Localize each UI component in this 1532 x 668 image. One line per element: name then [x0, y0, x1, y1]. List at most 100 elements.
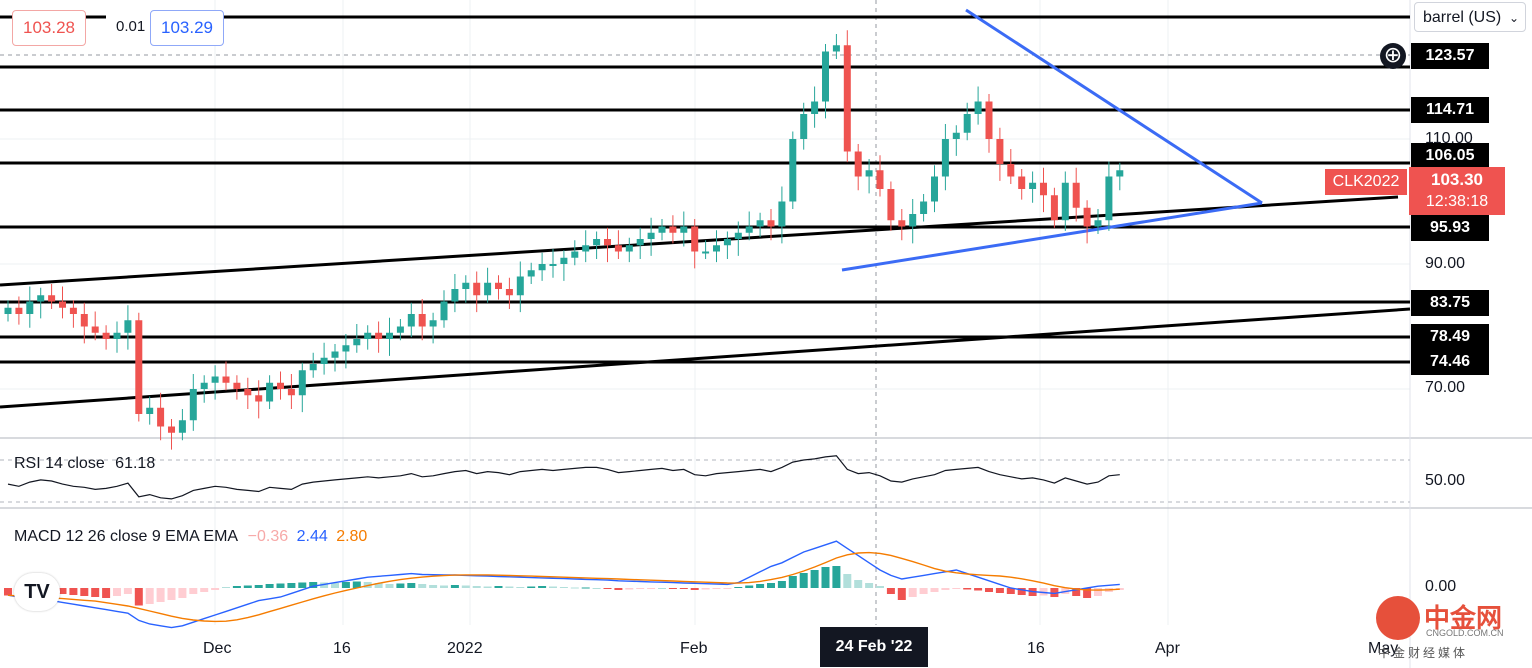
- axis-tick-70: 70.00: [1425, 379, 1466, 396]
- candle-body-14: [157, 407, 165, 427]
- candle-body-35: [386, 332, 393, 339]
- macd-hist-bar-55: [603, 588, 612, 589]
- chart-grid: [0, 0, 1410, 625]
- candle-body-30: [331, 351, 339, 358]
- candle-body-38: [418, 314, 426, 327]
- candle-body-85: [931, 176, 938, 202]
- lower-trendline: [0, 307, 1411, 409]
- candle-body-40: [440, 301, 448, 321]
- macd-hist-bar-7: [80, 588, 89, 596]
- rsi-line: [7, 455, 1120, 500]
- macd-hist-bar-12: [134, 588, 143, 606]
- macd-hist-bar-6: [69, 588, 78, 595]
- macd-line: [7, 540, 1120, 629]
- chevron-down-icon: ⌄: [1508, 11, 1519, 25]
- macd-hist-bar-68: [745, 585, 754, 588]
- candle-body-49: [538, 264, 546, 271]
- macd-hist-bar-23: [254, 585, 263, 588]
- macd-hist-bar-80: [876, 586, 884, 588]
- macd-hist-bar-19: [211, 588, 220, 590]
- date-dec-16: 16: [333, 640, 351, 657]
- candle-body-6: [69, 307, 77, 314]
- candle-body-29: [320, 357, 328, 364]
- candle-body-94: [1029, 182, 1037, 189]
- candle-body-91: [996, 139, 1004, 164]
- macd-hist-bar-90: [985, 588, 993, 592]
- candle-body-56: [614, 245, 622, 252]
- candle-body-48: [527, 270, 535, 277]
- level-label-95: 95.93: [1411, 215, 1489, 241]
- macd-hist-bar-96: [1050, 588, 1059, 597]
- macd-hist-bar-45: [494, 586, 503, 588]
- rsi-legend[interactable]: RSI 14 close 61.18: [14, 455, 155, 473]
- candle-body-37: [407, 314, 415, 327]
- macd-hist-bar-54: [592, 588, 601, 589]
- macd-hist-bar-44: [483, 586, 492, 588]
- candle-body-8: [91, 326, 99, 333]
- macd-hist-bar-21: [232, 586, 241, 588]
- candle-body-65: [713, 245, 720, 252]
- candle-body-50: [549, 264, 557, 266]
- bid-price[interactable]: 103.28: [12, 10, 86, 46]
- unit-dropdown[interactable]: barrel (US) ⌄: [1414, 2, 1526, 32]
- macd-hist-bar-84: [919, 588, 928, 594]
- macd-signal-line: [7, 551, 1120, 623]
- candle-body-82: [898, 220, 906, 227]
- watermark-subtitle: 中金财经媒体: [1378, 646, 1469, 660]
- macd-hist-bar-14: [156, 588, 165, 602]
- macd-hist-bar-8: [91, 588, 100, 597]
- macd-hist-bar-17: [189, 588, 198, 594]
- ask-price[interactable]: 103.29: [150, 10, 224, 46]
- date-mar-16: 16: [1027, 640, 1045, 657]
- macd-hist-bar-85: [930, 588, 939, 592]
- level-label-123: 123.57: [1411, 43, 1489, 69]
- candle-body-43: [473, 282, 481, 296]
- level-label-106: 106.05: [1411, 143, 1489, 169]
- macd-hist-bar-82: [897, 588, 906, 600]
- macd-hist-bar-39: [429, 585, 438, 588]
- candle-body-25: [277, 382, 284, 389]
- add-plus-icon[interactable]: ⊕: [1380, 43, 1406, 69]
- upper-trendline: [0, 195, 1399, 287]
- macd-hist-bar-79: [865, 583, 874, 588]
- candle-body-83: [909, 214, 917, 227]
- macd-line-value: 2.44: [296, 528, 328, 545]
- tradingview-logo[interactable]: TV: [14, 573, 60, 611]
- candle-body-45: [495, 282, 502, 289]
- candle-body-0: [4, 307, 12, 314]
- candlesticks: [4, 30, 1124, 450]
- candle-body-22: [244, 389, 252, 396]
- watermark-domain: CNGOLD.COM.CN: [1426, 628, 1504, 638]
- candle-body-39: [429, 320, 437, 327]
- macd-hist-bar-63: [690, 588, 699, 590]
- trend-lines: [0, 8, 1411, 409]
- candle-body-23: [255, 395, 263, 402]
- last-price-label: 103.30 12:38:18: [1409, 167, 1505, 215]
- macd-hist-bar-35: [385, 584, 394, 588]
- candle-body-67: [734, 232, 742, 239]
- candle-body-61: [669, 226, 677, 233]
- macd-hist-bar-71: [777, 581, 786, 588]
- candle-body-46: [505, 289, 513, 296]
- macd-hist-bar-41: [450, 585, 459, 588]
- candle-body-34: [375, 332, 383, 339]
- macd-hist-bar-93: [1017, 588, 1026, 595]
- candle-body-72: [789, 139, 797, 202]
- macd-hist-bar-52: [570, 587, 579, 589]
- axis-tick-90: 90.00: [1425, 255, 1466, 272]
- spread-value: 0.01: [106, 10, 156, 44]
- macd-hist-bar-51: [559, 587, 568, 588]
- macd-hist-bar-9: [102, 588, 111, 598]
- candle-body-31: [342, 345, 350, 352]
- macd-signal-value: 2.80: [336, 528, 368, 545]
- candle-body-60: [658, 226, 666, 233]
- candle-body-58: [636, 239, 644, 246]
- candle-body-52: [571, 251, 579, 258]
- candle-body-81: [887, 189, 895, 221]
- candle-body-75: [822, 51, 829, 102]
- candle-body-20: [222, 376, 230, 383]
- candle-body-89: [974, 101, 982, 114]
- macd-legend[interactable]: MACD 12 26 close 9 EMA EMA −0.36 2.44 2.…: [14, 528, 367, 546]
- candle-body-33: [364, 332, 372, 339]
